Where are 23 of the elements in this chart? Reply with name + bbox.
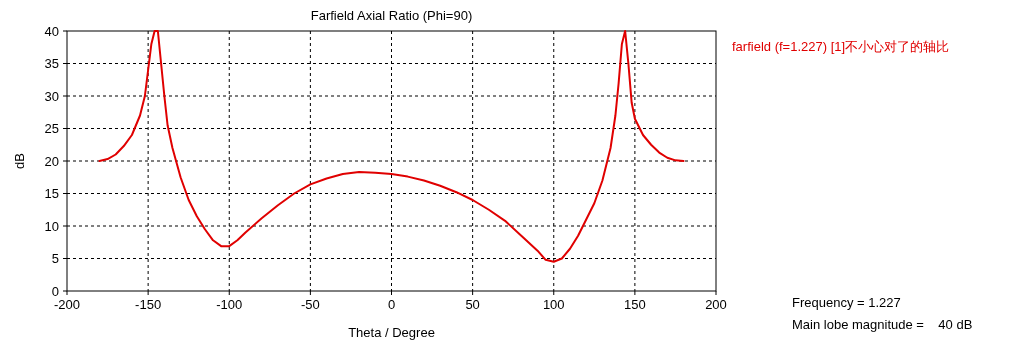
- y-tick-label: 10: [44, 218, 59, 234]
- y-tick-label: 30: [44, 88, 59, 104]
- y-tick-label: 20: [44, 153, 59, 169]
- x-axis-title: Theta / Degree: [348, 325, 435, 340]
- x-tick-label: -200: [53, 297, 81, 312]
- text: Frequency = 1.227: [792, 295, 901, 310]
- x-tick-label: 0: [387, 297, 396, 312]
- x-tick-label: -50: [300, 297, 320, 312]
- text: Main lobe magnitude = 40 dB: [792, 317, 973, 332]
- x-tick-label: 150: [624, 297, 646, 312]
- x-tick-label: -150: [135, 297, 162, 312]
- x-tick-label: -100: [216, 297, 243, 312]
- y-tick-label: 40: [44, 23, 59, 39]
- x-tick-label: 50: [465, 297, 480, 312]
- y-tick-label: 35: [44, 56, 59, 71]
- y-tick-label: 25: [44, 121, 59, 136]
- y-tick-label: 15: [44, 186, 59, 201]
- y-tick-label: 0: [51, 283, 59, 299]
- y-tick-label: 5: [51, 251, 59, 266]
- x-tick-label: 100: [542, 297, 565, 312]
- x-tick-label: 200: [705, 297, 727, 312]
- chart-title: Farfield Axial Ratio (Phi=90): [310, 8, 473, 23]
- y-axis-title: dB: [12, 153, 27, 169]
